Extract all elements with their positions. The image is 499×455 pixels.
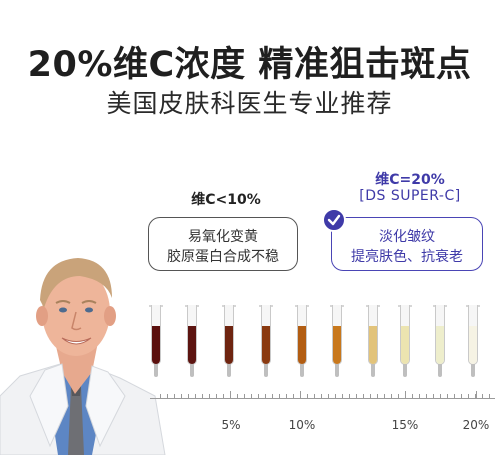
scale-tick — [244, 394, 245, 399]
scale-tick — [202, 394, 203, 399]
scale-tick — [258, 394, 259, 399]
scale-tick — [370, 394, 371, 399]
headline: 20%维C浓度 精准狙击斑点 — [27, 45, 472, 85]
scale-tick — [440, 394, 441, 399]
scale-tick — [377, 394, 378, 399]
scale-tick — [433, 394, 434, 399]
scale-tick — [223, 394, 224, 399]
scale-label-15: 15% — [391, 418, 419, 432]
doctor-portrait-icon — [0, 258, 166, 455]
subheadline: 美国皮肤科医生专业推荐 — [106, 89, 393, 118]
low-concentration-label: 维C<10% — [191, 192, 261, 208]
scale-tick — [468, 394, 469, 399]
scale-tick — [188, 394, 189, 399]
check-icon — [322, 208, 346, 232]
low-concentration-line: 胶原蛋白合成不稳 — [167, 249, 279, 265]
scale-tick — [251, 394, 252, 399]
test-tube-icon — [330, 305, 344, 377]
scale-tick — [314, 394, 315, 399]
scale-tick — [321, 394, 322, 399]
scale-tick — [447, 394, 448, 399]
scale-tick — [328, 394, 329, 399]
scale-tick — [307, 394, 308, 399]
scale-tick — [279, 394, 280, 399]
scale-tick — [461, 394, 462, 399]
test-tube-icon — [398, 305, 412, 377]
scale-tick — [384, 394, 385, 399]
scale-tick-major — [300, 391, 301, 399]
scale-tick — [412, 394, 413, 399]
scale-label-10: 10% — [288, 418, 316, 432]
test-tube-icon — [295, 305, 309, 377]
high-concentration-box: 淡化皱纹 提亮肤色、抗衰老 — [331, 217, 483, 271]
high-concentration-label: 维C=20% — [375, 172, 445, 188]
test-tube-icon — [222, 305, 236, 377]
scale-tick — [286, 394, 287, 399]
scale-tick — [195, 394, 196, 399]
scale-tick — [167, 394, 168, 399]
scale-tick — [426, 394, 427, 399]
scale-tick — [181, 394, 182, 399]
scale-label-20: 20% — [462, 418, 490, 432]
scale-tick — [482, 394, 483, 399]
test-tube-icon — [366, 305, 380, 377]
scale-tick — [391, 394, 392, 399]
scale-tick — [454, 394, 455, 399]
scale-tick — [265, 394, 266, 399]
scale-tick-major — [476, 391, 477, 399]
product-name: [DS SUPER-C] — [359, 188, 461, 204]
test-tube-icon — [259, 305, 273, 377]
scale-tick — [489, 394, 490, 399]
scale-tick — [419, 394, 420, 399]
scale-tick — [174, 394, 175, 399]
scale-tick — [356, 394, 357, 399]
test-tube-icon — [466, 305, 480, 377]
high-concentration-line: 淡化皱纹 — [379, 229, 435, 245]
high-concentration-line: 提亮肤色、抗衰老 — [351, 249, 463, 265]
scale-tick — [216, 394, 217, 399]
scale-label-5: 5% — [221, 418, 241, 432]
scale-tick-major — [230, 391, 231, 399]
scale-tick — [160, 394, 161, 399]
scale-tick — [475, 394, 476, 399]
test-tube-icon — [149, 305, 163, 377]
scale-tick — [335, 394, 336, 399]
scale-tick — [272, 394, 273, 399]
low-concentration-line: 易氧化变黄 — [188, 229, 258, 245]
concentration-scale — [150, 398, 495, 399]
low-concentration-box: 易氧化变黄 胶原蛋白合成不稳 — [148, 217, 298, 271]
scale-tick — [342, 394, 343, 399]
test-tube-icon — [185, 305, 199, 377]
scale-tick — [293, 394, 294, 399]
scale-tick-major — [405, 391, 406, 399]
scale-tick — [363, 394, 364, 399]
test-tube-icon — [433, 305, 447, 377]
scale-tick — [398, 394, 399, 399]
scale-tick — [349, 394, 350, 399]
scale-tick — [237, 394, 238, 399]
scale-tick — [209, 394, 210, 399]
